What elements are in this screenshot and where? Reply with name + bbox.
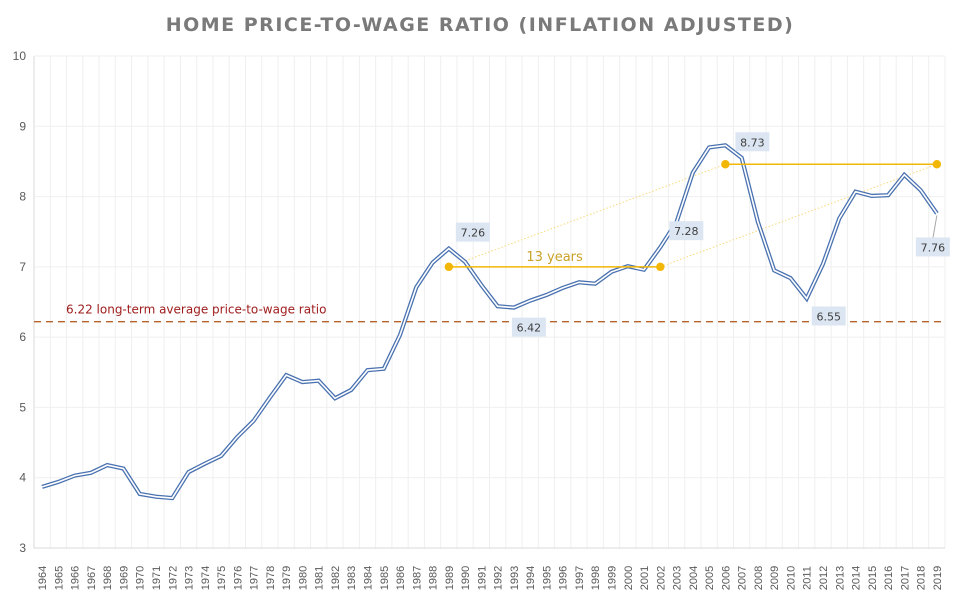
y-tick-label: 3	[19, 541, 26, 555]
x-tick-label: 1973	[184, 566, 196, 590]
x-tick-label: 1964	[37, 566, 49, 590]
data-labels: 7.26 6.42 7.28 8.73 6.55 7.76	[455, 132, 950, 337]
x-tick-label: 1997	[574, 566, 586, 590]
x-tick-label: 1966	[70, 566, 82, 590]
average-line-label: 6.22 long-term average price-to-wage rat…	[66, 303, 326, 317]
x-tick-label: 1968	[102, 566, 114, 590]
data-label: 7.26	[461, 227, 486, 240]
x-tick-label: 2016	[883, 566, 895, 590]
x-tick-label: 2002	[655, 566, 667, 590]
x-tick-label: 1984	[362, 566, 374, 590]
x-tick-label: 2004	[688, 566, 700, 590]
average-line-group: 6.22 long-term average price-to-wage rat…	[34, 303, 945, 323]
x-tick-label: 1980	[297, 566, 309, 590]
x-tick-label: 1981	[314, 566, 326, 590]
x-tick-label: 2007	[737, 566, 749, 590]
x-tick-label: 1998	[590, 566, 602, 590]
x-tick-label: 2019	[932, 566, 944, 590]
x-tick-label: 1976	[232, 566, 244, 590]
data-label: 7.28	[674, 225, 699, 238]
x-tick-label: 1970	[135, 566, 147, 590]
x-tick-label: 2018	[916, 566, 928, 590]
data-label-box	[811, 306, 846, 326]
x-tick-label: 1986	[395, 566, 407, 590]
y-tick-label: 6	[19, 330, 26, 344]
x-tick-label: 1988	[428, 566, 440, 590]
x-tick-label: 1977	[249, 566, 261, 590]
annotation-spans: 13 years	[444, 160, 942, 272]
x-tick-label: 1972	[167, 566, 179, 590]
x-tick-label: 1991	[476, 566, 488, 590]
x-tick-label: 2008	[753, 566, 765, 590]
x-tick-label: 1990	[460, 566, 472, 590]
y-tick-label: 7	[19, 260, 26, 274]
chart-title: HOME PRICE-TO-WAGE RATIO (INFLATION ADJU…	[166, 14, 795, 36]
y-axis-ticks: 3 4 5 6 7 8 9 10	[13, 49, 27, 555]
x-tick-label: 1994	[525, 566, 537, 590]
x-tick-label: 1979	[281, 566, 293, 590]
x-tick-label: 1993	[509, 566, 521, 590]
data-label-box	[511, 317, 546, 337]
x-tick-label: 1992	[493, 566, 505, 590]
x-tick-label: 2005	[704, 566, 716, 590]
gridlines	[33, 55, 946, 549]
data-label-box	[669, 221, 704, 241]
data-label: 7.76	[921, 241, 946, 254]
y-tick-label: 8	[19, 190, 26, 204]
x-tick-label: 1985	[379, 566, 391, 590]
y-tick-label: 10	[13, 49, 27, 63]
x-tick-label: 2001	[639, 566, 651, 590]
x-tick-label: 2006	[720, 566, 732, 590]
x-tick-label: 1965	[53, 566, 65, 590]
x-tick-label: 1987	[411, 566, 423, 590]
span-label: 13 years	[526, 250, 583, 265]
x-tick-label: 1995	[541, 566, 553, 590]
x-tick-label: 2011	[802, 566, 814, 590]
series-line-inner	[41, 144, 938, 499]
y-tick-label: 5	[19, 400, 26, 414]
connector-line	[448, 163, 726, 268]
x-tick-label: 2013	[834, 566, 846, 590]
span-marker-end	[656, 262, 665, 272]
data-label-box	[915, 237, 950, 257]
x-tick-label: 1975	[216, 566, 228, 590]
leader-line	[932, 215, 938, 239]
x-tick-label: 2012	[818, 566, 830, 590]
connector-line	[660, 163, 938, 268]
x-tick-label: 1974	[200, 566, 212, 590]
x-tick-label: 2014	[851, 566, 863, 590]
x-tick-label: 2017	[899, 566, 911, 590]
span-marker-end	[932, 160, 942, 169]
data-label: 6.42	[517, 322, 542, 335]
annotation-connectors	[448, 163, 938, 268]
data-label: 6.55	[816, 310, 841, 323]
span-marker-start	[444, 262, 454, 272]
x-tick-label: 2000	[623, 566, 635, 590]
x-tick-label: 2010	[785, 566, 797, 590]
x-tick-label: 1996	[558, 566, 570, 590]
x-tick-label: 1982	[330, 566, 342, 590]
data-label: 8.73	[740, 136, 765, 149]
span-marker-start	[721, 160, 730, 169]
x-tick-label: 1989	[444, 566, 456, 590]
x-tick-label: 1967	[86, 566, 98, 590]
x-tick-label: 2009	[769, 566, 781, 590]
data-label-box	[455, 222, 490, 242]
y-tick-label: 9	[19, 119, 26, 133]
x-tick-label: 1971	[151, 566, 163, 590]
x-tick-label: 1999	[607, 566, 619, 590]
x-tick-label: 2003	[672, 566, 684, 590]
x-tick-label: 2015	[867, 566, 879, 590]
series-group	[41, 143, 939, 501]
data-label-box	[735, 132, 770, 152]
x-tick-label: 1983	[346, 566, 358, 590]
x-tick-label: 1978	[265, 566, 277, 590]
x-axis-ticks: 1964 1965 1966 1967 1968 1969 1970 1971 1972 1973…	[37, 566, 944, 590]
y-tick-label: 4	[19, 471, 26, 485]
x-tick-label: 1969	[118, 566, 130, 590]
